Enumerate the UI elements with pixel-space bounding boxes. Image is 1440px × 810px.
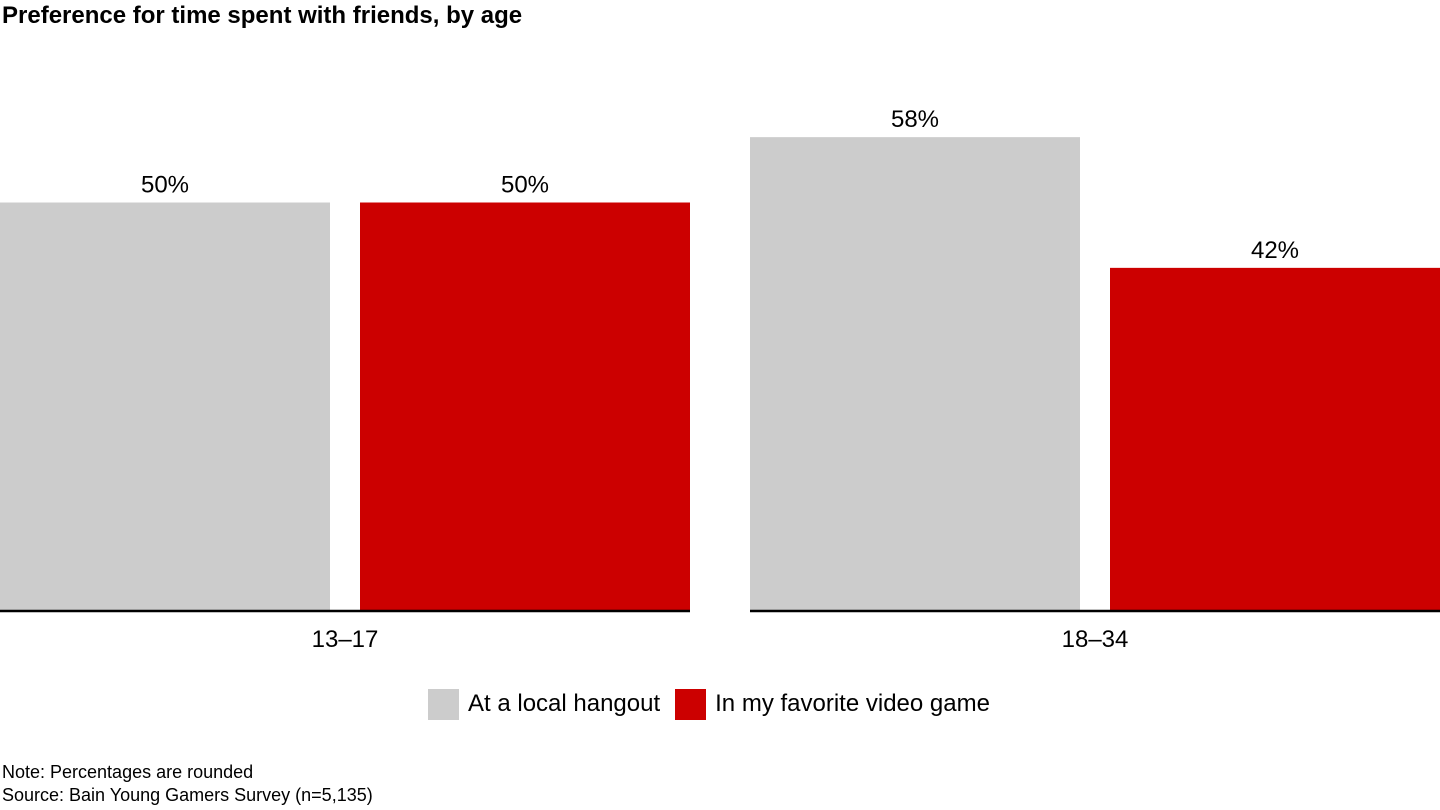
category-label-2: 18–34	[1062, 626, 1129, 653]
legend-item-series-1: At a local hangout	[428, 688, 675, 720]
footnote-source: Source: Bain Young Gamers Survey (n=5,13…	[2, 785, 373, 805]
labels-layer: 50% 50% 13–17 58% 42% 18–34	[141, 106, 1299, 653]
legend-swatch-series-2	[675, 688, 707, 720]
footnote-note: Note: Percentages are rounded	[2, 762, 254, 782]
legend-label-series-2: In my favorite video game	[715, 690, 990, 717]
legend-item-series-2: In my favorite video game	[675, 688, 1005, 720]
data-label-1-2: 58%	[891, 106, 939, 133]
bars-layer	[0, 137, 1440, 611]
data-label-1-1: 50%	[141, 172, 189, 199]
bar-2-2	[1110, 267, 1440, 611]
legend-swatch-series-1	[428, 688, 459, 720]
category-label-1: 13–17	[312, 626, 379, 653]
data-label-2-1: 50%	[501, 172, 549, 199]
bar-1-2	[750, 137, 1080, 611]
data-label-2-2: 42%	[1251, 237, 1299, 264]
legend: At a local hangout In my favorite video …	[428, 688, 1005, 720]
bar-1-1	[0, 202, 330, 611]
legend-label-series-1: At a local hangout	[468, 690, 661, 717]
chart-title: Preference for time spent with friends, …	[2, 2, 523, 29]
bar-2-1	[360, 202, 690, 611]
bar-chart: 50% 50% 13–17 58% 42% 18–34	[0, 106, 1440, 653]
